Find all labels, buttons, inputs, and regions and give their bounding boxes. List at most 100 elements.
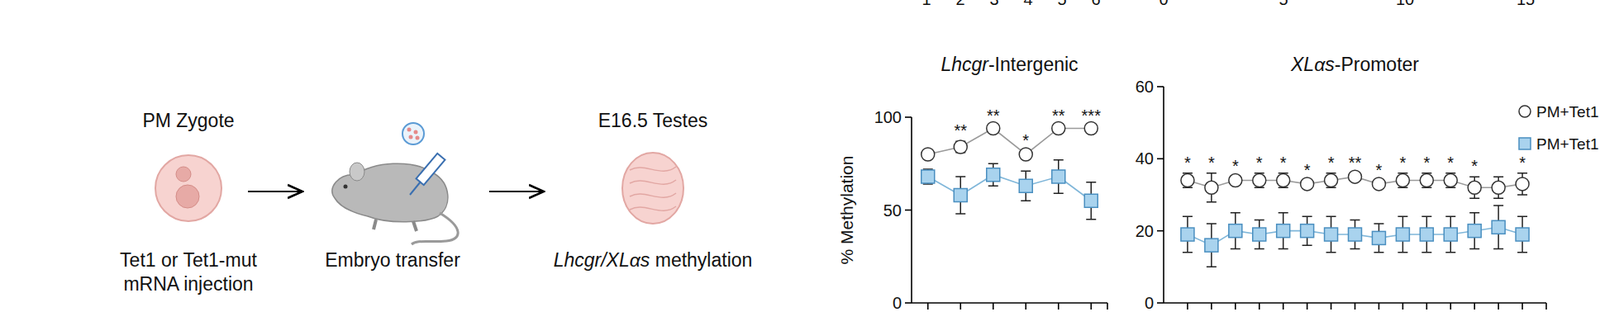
tubule [629,180,677,185]
x-tick [1426,303,1429,310]
x-tick [1497,303,1500,310]
legend-marker [1519,105,1531,118]
pronucleus [176,185,200,209]
significance: * [1399,153,1406,172]
significance: * [1184,153,1191,172]
marker [1019,147,1033,162]
cropped-tick: 10 [1395,0,1415,9]
mouse-ear [349,162,365,181]
significance: ** [986,106,1000,125]
arrow [489,190,544,193]
significance: * [1232,157,1239,176]
syringe [416,153,446,186]
y-tick [1157,158,1164,161]
series-line [928,128,1092,156]
cropped-tick: 5 [1278,0,1288,9]
marker [1395,174,1410,188]
pronucleus [176,166,191,182]
marker [1252,228,1267,242]
marker [1467,180,1481,195]
x-axis-end [1106,303,1109,310]
figure: PM ZygoteTet1 or Tet1-mutmRNA injectionE… [0,0,1600,312]
marker [921,147,935,162]
step-caption: Lhcgr/XLαs methylation [553,249,753,272]
significance: * [1471,157,1478,176]
chart-title: Lhcgr-Intergenic [940,53,1078,76]
x-tick [1090,303,1092,310]
needle [409,181,421,196]
x-tick [1306,303,1309,310]
marker [953,189,967,203]
marker [1276,224,1291,239]
x-tick [1282,303,1285,310]
legend-label: PM+Tet1 [1536,103,1600,121]
italic-part: Lhcgr/XLαs [553,249,651,272]
chart: XLαs-Promoter0204060***************PM+Te… [1135,53,1600,312]
marker [1515,177,1529,191]
step-title: PM Zygote [142,109,234,132]
x-tick [1449,303,1452,310]
schematic: PM ZygoteTet1 or Tet1-mutmRNA injectionE… [119,109,753,296]
marker [953,140,967,154]
marker [1467,224,1481,239]
marker [1300,177,1315,191]
chart-title: XLαs-Promoter [1290,53,1420,76]
italic-part: XLαs [1290,53,1335,76]
cropped-tick: 0 [1158,0,1168,9]
x-tick [959,303,962,310]
significance: ** [1052,106,1066,125]
marker [1395,228,1410,242]
marker [1204,238,1219,253]
marker [1371,231,1386,245]
y-tick [1157,230,1164,233]
marker [1324,174,1339,188]
cropped-tick: 5 [1057,0,1067,9]
y-tick [1157,85,1164,88]
significance: * [1376,161,1383,180]
cropped-tick: 15 [1516,0,1535,9]
x-tick [1402,303,1405,310]
x-tick [1210,303,1213,310]
x-tick [1057,303,1060,310]
marker [1204,180,1219,195]
x-axis [911,302,1108,305]
significance: * [1447,153,1454,172]
x-tick [1354,303,1357,310]
marker [1419,174,1434,188]
marker [1300,224,1315,239]
y-axis-label: % Methylation [837,156,857,266]
series-line [928,175,1092,202]
plain-part: -Promoter [1334,53,1420,76]
step-caption: Embryo transfer [324,249,461,272]
significance: * [1208,153,1215,172]
marker [1052,170,1066,184]
marker [1443,174,1458,188]
tubule [629,193,677,198]
significance: *** [1081,106,1102,125]
x-tick [992,303,995,310]
marker [1084,194,1098,208]
significance: * [1304,161,1311,180]
marker [1491,180,1505,195]
y-tick [904,209,912,212]
cropped-tick: 2 [955,0,965,9]
marker [1324,228,1339,242]
y-tick-label: 50 [883,201,902,220]
tubule [629,166,677,172]
cropped-tick: 3 [989,0,999,9]
x-tick [1521,303,1524,310]
marker [1276,174,1291,188]
y-axis [1162,86,1165,304]
marker [1228,224,1243,239]
significance: * [1328,153,1335,172]
y-tick-label: 0 [892,294,902,312]
cropped-tick: 1 [921,0,931,9]
marker [1228,174,1243,188]
x-tick [1473,303,1476,310]
significance: ** [1348,153,1362,172]
mouse-tail [411,213,458,245]
significance: * [1519,153,1526,172]
significance: * [1423,153,1430,172]
marker [1348,228,1362,242]
embryo-cell [414,130,419,135]
